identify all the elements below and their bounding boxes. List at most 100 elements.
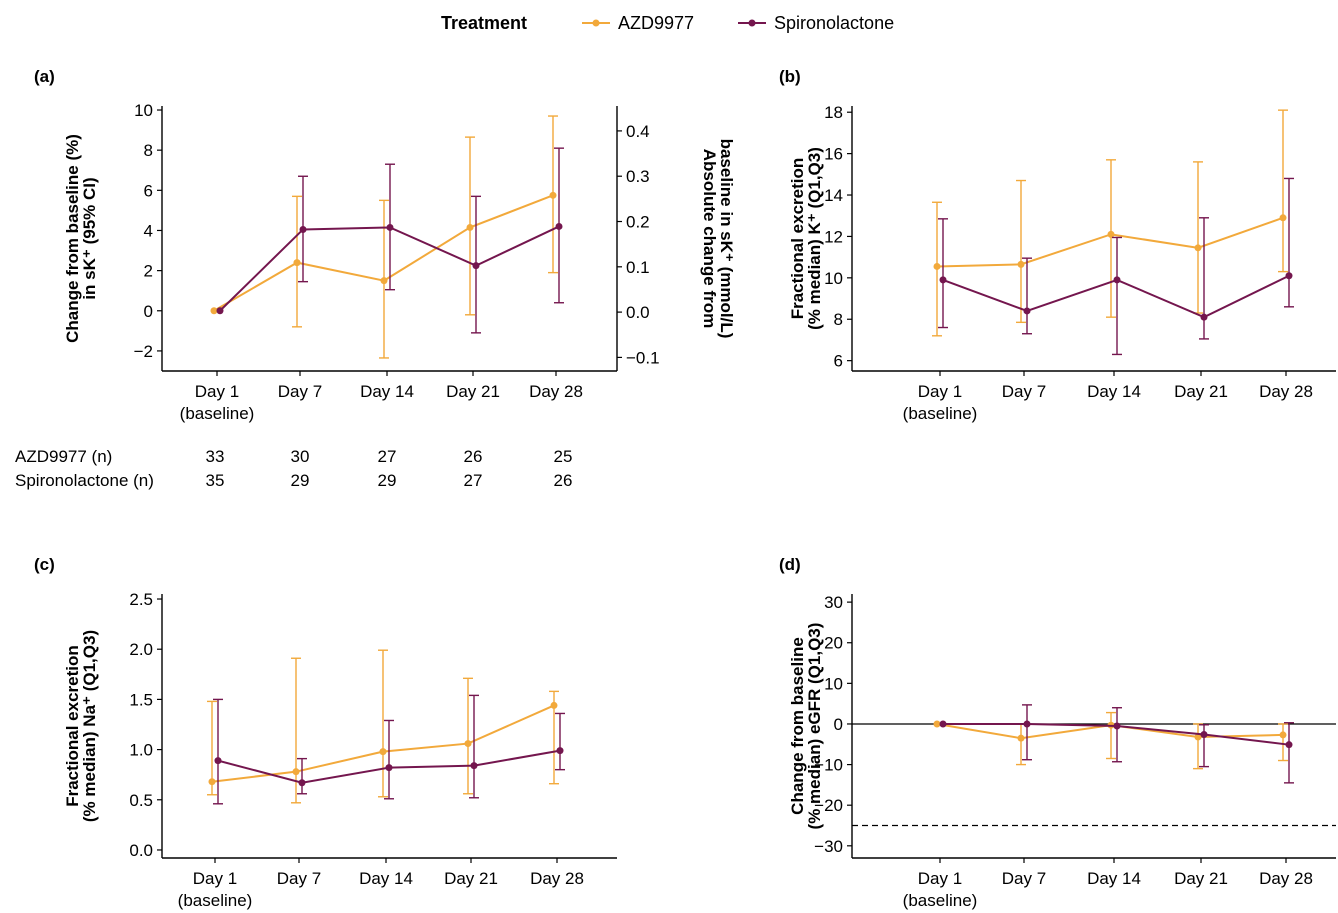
y2-tick-label: 0.2 (626, 213, 650, 232)
spiro-data-point (939, 276, 947, 284)
n-table-cell: 27 (378, 447, 397, 466)
x-tick-label: Day 1 (918, 869, 962, 888)
x-tick-label: Day 28 (1259, 869, 1313, 888)
x-tick-label: Day 21 (446, 382, 500, 401)
y-tick-label: 2 (144, 262, 153, 281)
azd-data-point (379, 748, 387, 756)
azd-data-point (208, 778, 216, 786)
azd-data-point (466, 223, 474, 231)
x-tick-label: Day 14 (1087, 382, 1141, 401)
n-table-cell: 26 (464, 447, 483, 466)
spiro-data-point (939, 720, 947, 728)
y-tick-label: 10 (134, 101, 153, 120)
y-tick-label: 8 (144, 141, 153, 160)
panel-b-chart: 18 16 14 12 10 8 6 Day 1 (baseline) Day 7 Day 14 Da… (788, 103, 1336, 423)
spiro-data-point (385, 764, 393, 772)
y-tick-label: 6 (834, 352, 843, 371)
x-tick-label: Day 21 (1174, 382, 1228, 401)
n-table-cell: 35 (206, 471, 225, 490)
spiro-data-point (1285, 272, 1293, 280)
y-tick-label: 14 (824, 186, 843, 205)
azd-series-line (936, 216, 1284, 268)
azd-data-point (549, 191, 557, 199)
y-axis-title: Change from baseline (788, 637, 807, 815)
y-axis-title: Change from baseline (%) (63, 134, 82, 343)
panel-b-label: (b) (779, 67, 801, 86)
y-tick-label: 2.5 (129, 590, 153, 609)
y2-tick-label: 0.3 (626, 167, 650, 186)
n-table: AZD9977 (n) Spironolactone (n) 33 30 27 26 2… (15, 447, 572, 490)
azd-data-point (933, 720, 941, 728)
x-tick-sublabel: (baseline) (180, 404, 255, 423)
y2-tick-label: −0.1 (626, 348, 660, 367)
x-tick-label: Day 7 (1002, 869, 1046, 888)
y-axis-title: Fractional excretion (63, 645, 82, 807)
azd-data-point (933, 262, 941, 270)
spiro-data-point (1023, 720, 1031, 728)
y-tick-label: −2 (134, 342, 153, 361)
x-tick-label: Day 28 (1259, 382, 1313, 401)
spiro-data-point (1113, 276, 1121, 284)
x-tick-label: Day 14 (360, 382, 414, 401)
azd-data-point (1017, 734, 1025, 742)
y-tick-label: 10 (824, 269, 843, 288)
azd-data-point (1107, 230, 1115, 238)
azd-data-point (1017, 260, 1025, 268)
spiro-data-point (1200, 313, 1208, 321)
x-tick-label: Day 28 (530, 869, 584, 888)
n-table-cell: 25 (554, 447, 573, 466)
azd-data-point (550, 701, 558, 709)
x-tick-label: Day 7 (278, 382, 322, 401)
y-tick-label: 18 (824, 103, 843, 122)
spiro-data-point (386, 223, 394, 231)
y-tick-label: −10 (814, 756, 843, 775)
y-axis-title: (% median) Na⁺ (Q1,Q3) (80, 630, 99, 822)
y-tick-label: 1.0 (129, 741, 153, 760)
y-axis-title: (% median) eGFR (Q1,Q3) (805, 623, 824, 830)
azd-data-point (1279, 731, 1287, 739)
x-tick-label: Day 7 (277, 869, 321, 888)
n-table-cell: 29 (378, 471, 397, 490)
n-table-cell: 26 (554, 471, 573, 490)
y-tick-label: 20 (824, 634, 843, 653)
y-tick-label: −30 (814, 837, 843, 856)
x-tick-sublabel: (baseline) (178, 891, 253, 910)
y-tick-label: 0.5 (129, 791, 153, 810)
y-axis-title: (% median) K⁺ (Q1,Q3) (805, 147, 824, 330)
y-tick-label: 16 (824, 145, 843, 164)
y2-tick-label: 0.4 (626, 122, 650, 141)
y-tick-label: 0 (834, 715, 843, 734)
y2-axis-title: baseline in sK⁺ (mmol/L) (717, 139, 736, 339)
y-tick-label: 2.0 (129, 640, 153, 659)
n-table-cell: 27 (464, 471, 483, 490)
azd-data-point (1194, 244, 1202, 252)
azd-data-point (380, 277, 388, 285)
y-tick-label: 10 (824, 674, 843, 693)
y-tick-label: 30 (824, 593, 843, 612)
panel-d-label: (d) (779, 555, 801, 574)
panel-a-chart: 10 8 6 4 2 0 −2 Day 1 (baseline) Day 7 Day 14 Day 2… (63, 101, 736, 423)
spiro-data-point (472, 262, 480, 270)
y-tick-label: 1.5 (129, 690, 153, 709)
panel-c-chart: 2.5 2.0 1.5 1.0 0.5 0.0 Day 1 (baseline) Day 7 Da… (63, 590, 617, 910)
x-tick-sublabel: (baseline) (903, 891, 978, 910)
y2-tick-label: 0.1 (626, 258, 650, 277)
azd-data-point (293, 259, 301, 267)
azd-data-point (464, 740, 472, 748)
spiro-data-point (1023, 307, 1031, 315)
y2-tick-label: 0.0 (626, 303, 650, 322)
spiro-data-point (214, 757, 222, 765)
azd-data-point (210, 307, 218, 315)
legend-title: Treatment (441, 13, 527, 33)
legend-spiro-marker (748, 19, 756, 27)
spiro-data-point (299, 225, 307, 233)
x-tick-label: Day 21 (1174, 869, 1228, 888)
n-table-cell: 30 (291, 447, 310, 466)
y-axis-title: Fractional excretion (788, 158, 807, 320)
spiro-data-point (1200, 731, 1208, 739)
spiro-data-point (216, 307, 224, 315)
x-tick-label: Day 21 (444, 869, 498, 888)
y-tick-label: 12 (824, 227, 843, 246)
x-tick-label: Day 28 (529, 382, 583, 401)
